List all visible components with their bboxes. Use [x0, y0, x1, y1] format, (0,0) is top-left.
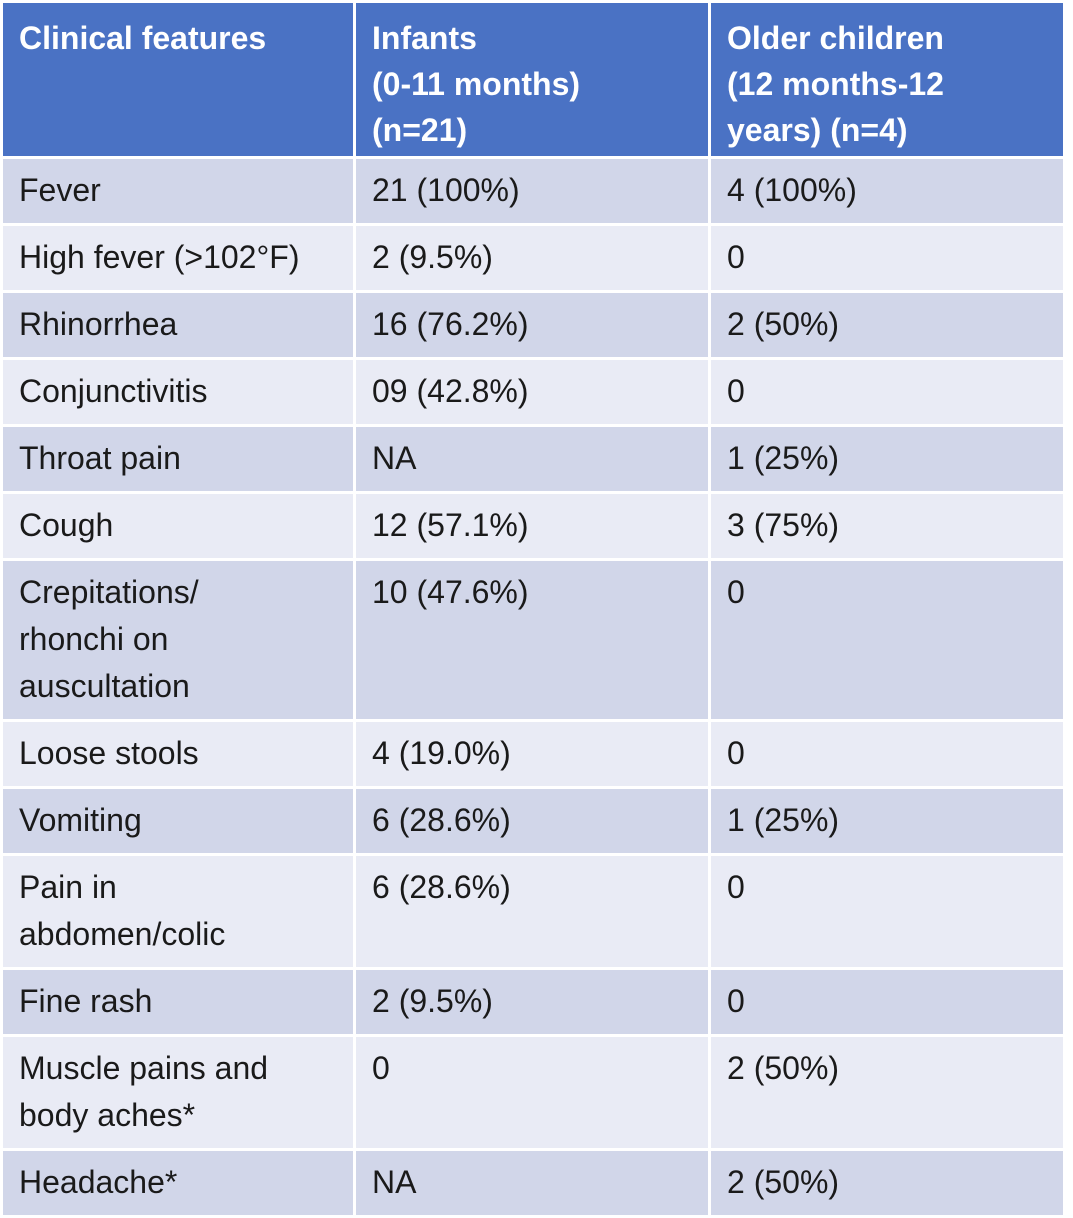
table-row: Cough 12 (57.1%) 3 (75%): [0, 491, 1066, 561]
table-row: Pain in abdomen/colic 6 (28.6%) 0: [0, 853, 1066, 970]
table-row: Fine rash 2 (9.5%) 0: [0, 967, 1066, 1037]
table-header-row: Clinical features Infants (0-11 months) (n…: [0, 0, 1066, 159]
feature-cell: Fine rash: [0, 967, 356, 1037]
header-clinical-features: Clinical features: [0, 0, 356, 159]
feature-cell: Headache*: [0, 1148, 356, 1218]
older-children-cell: 2 (50%): [708, 1148, 1066, 1218]
infants-cell: 4 (19.0%): [353, 719, 711, 789]
header-infants: Infants (0-11 months) (n=21): [353, 0, 711, 159]
older-children-cell: 2 (50%): [708, 1034, 1066, 1151]
older-children-cell: 4 (100%): [708, 156, 1066, 226]
older-children-cell: 1 (25%): [708, 424, 1066, 494]
header-older-children: Older children (12 months-12 years) (n=4): [708, 0, 1066, 159]
infants-cell: NA: [353, 424, 711, 494]
older-children-cell: 0: [708, 357, 1066, 427]
table-row: High fever (>102°F) 2 (9.5%) 0: [0, 223, 1066, 293]
feature-cell: High fever (>102°F): [0, 223, 356, 293]
feature-cell: Conjunctivitis: [0, 357, 356, 427]
table-row: Vomiting 6 (28.6%) 1 (25%): [0, 786, 1066, 856]
infants-cell: 0: [353, 1034, 711, 1151]
feature-cell: Pain in abdomen/colic: [0, 853, 356, 970]
page-margin: [1063, 0, 1073, 1200]
infants-cell: 21 (100%): [353, 156, 711, 226]
older-children-cell: 2 (50%): [708, 290, 1066, 360]
infants-cell: 10 (47.6%): [353, 558, 711, 722]
table-row: Loose stools 4 (19.0%) 0: [0, 719, 1066, 789]
infants-cell: 6 (28.6%): [353, 786, 711, 856]
infants-cell: 12 (57.1%): [353, 491, 711, 561]
table-row: Fever 21 (100%) 4 (100%): [0, 156, 1066, 226]
older-children-cell: 0: [708, 967, 1066, 1037]
older-children-cell: 0: [708, 558, 1066, 722]
feature-cell: Crepitations/rhonchi on auscultation: [0, 558, 356, 722]
older-children-cell: 3 (75%): [708, 491, 1066, 561]
table-row: Throat pain NA 1 (25%): [0, 424, 1066, 494]
feature-cell: Fever: [0, 156, 356, 226]
infants-cell: 09 (42.8%): [353, 357, 711, 427]
feature-cell: Vomiting: [0, 786, 356, 856]
infants-cell: 2 (9.5%): [353, 967, 711, 1037]
feature-cell: Cough: [0, 491, 356, 561]
table-row: Rhinorrhea 16 (76.2%) 2 (50%): [0, 290, 1066, 360]
feature-cell: Muscle pains and body aches*: [0, 1034, 356, 1151]
older-children-cell: 0: [708, 223, 1066, 293]
feature-cell: Rhinorrhea: [0, 290, 356, 360]
infants-cell: 2 (9.5%): [353, 223, 711, 293]
infants-cell: 6 (28.6%): [353, 853, 711, 970]
table-row: Headache* NA 2 (50%): [0, 1148, 1066, 1218]
older-children-cell: 1 (25%): [708, 786, 1066, 856]
infants-cell: NA: [353, 1148, 711, 1218]
older-children-cell: 0: [708, 853, 1066, 970]
older-children-cell: 0: [708, 719, 1066, 789]
table-row: Crepitations/rhonchi on auscultation 10 (…: [0, 558, 1066, 722]
infants-cell: 16 (76.2%): [353, 290, 711, 360]
table-row: Muscle pains and body aches* 0 2 (50%): [0, 1034, 1066, 1151]
feature-cell: Loose stools: [0, 719, 356, 789]
feature-cell: Throat pain: [0, 424, 356, 494]
table-row: Conjunctivitis 09 (42.8%) 0: [0, 357, 1066, 427]
